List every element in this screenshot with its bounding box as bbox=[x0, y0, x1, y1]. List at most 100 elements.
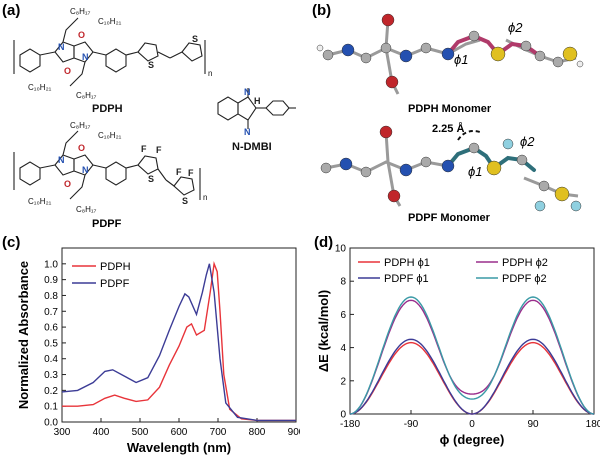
atom-f: F bbox=[156, 145, 162, 155]
y-tick-label: 0.8 bbox=[44, 291, 58, 302]
x-tick-label: -90 bbox=[404, 419, 419, 430]
x-tick-label: -180 bbox=[340, 419, 360, 430]
atom-sphere bbox=[420, 156, 432, 168]
pdph-thiophene-1 bbox=[137, 42, 159, 62]
atom-sphere bbox=[320, 162, 332, 174]
x-axis-label: Wavelength (nm) bbox=[127, 440, 231, 455]
alkyl-chain-label: C₈H₁₇ bbox=[70, 121, 91, 130]
atom-sphere bbox=[339, 157, 353, 171]
atom-o: O bbox=[78, 30, 85, 40]
atom-sphere bbox=[468, 142, 480, 154]
atom-sphere bbox=[441, 47, 455, 61]
atom-f: F bbox=[141, 144, 147, 154]
y-tick-label: 0.5 bbox=[44, 338, 58, 349]
atom-sphere bbox=[399, 49, 413, 63]
atom-s: S bbox=[148, 174, 154, 184]
atom-f: F bbox=[188, 168, 194, 178]
atom-s: S bbox=[182, 196, 188, 206]
legend-label: PDPH bbox=[100, 261, 131, 273]
repeat-subscript: n bbox=[203, 193, 207, 202]
legend-label: PDPF ϕ1 bbox=[384, 273, 429, 285]
y-tick-label: 0.2 bbox=[44, 386, 58, 397]
y-tick-label: 0.4 bbox=[44, 354, 58, 365]
y-tick-label: 0.0 bbox=[44, 418, 58, 429]
atom-n: N bbox=[82, 52, 89, 62]
atom-sphere bbox=[441, 159, 455, 173]
absorbance-chart: 300 400 500 600 700 800 900 0.0 0.1 0.2 0.3 0.4 0.5 0… bbox=[16, 247, 300, 455]
atom-sphere bbox=[538, 180, 550, 192]
x-tick-label: 90 bbox=[527, 419, 539, 430]
y-tick-label: 0.1 bbox=[44, 402, 58, 413]
y-tick-label: 2 bbox=[340, 376, 346, 387]
y-tick-label: 8 bbox=[340, 277, 346, 288]
x-tick-label: 500 bbox=[132, 427, 149, 438]
x-tick-label: 300 bbox=[54, 427, 71, 438]
atom-sphere bbox=[516, 154, 528, 166]
pdpf-phi2-highlight bbox=[492, 155, 536, 172]
atom-sphere bbox=[341, 43, 355, 57]
pdph-phi2-label: ϕ2 bbox=[508, 20, 523, 35]
y-tick-label: 0.9 bbox=[44, 275, 58, 286]
x-tick-label: 400 bbox=[93, 427, 110, 438]
pdpf-thiophene-2 bbox=[173, 176, 195, 196]
pdph-monomer-title: PDPH Monomer bbox=[408, 103, 492, 115]
atom-sphere bbox=[490, 46, 506, 62]
pdpf-structure-label: PDPF bbox=[92, 218, 122, 230]
y-tick-label: 4 bbox=[340, 343, 346, 354]
pdph-structure-label: PDPH bbox=[92, 103, 123, 115]
y-tick-label: 10 bbox=[335, 244, 347, 255]
pdph-pyridine-left bbox=[19, 48, 41, 73]
alkyl-chain-label: C₁₀H₂₁ bbox=[28, 83, 52, 92]
panel-label-d: (d) bbox=[314, 234, 334, 251]
atom-n: N bbox=[244, 127, 251, 137]
plot-frame bbox=[61, 247, 297, 423]
atom-s: S bbox=[148, 60, 154, 70]
atom-sphere bbox=[562, 46, 578, 62]
x-tick-label: 180 bbox=[586, 419, 600, 430]
chemical-structures: N N N N N N O O O O S S S S F F F F H C₈… bbox=[13, 7, 296, 214]
alkyl-chain-label: C₁₀H₂₁ bbox=[98, 131, 122, 140]
y-tick-label: 6 bbox=[340, 310, 346, 321]
legend-label: PDPH ϕ2 bbox=[502, 257, 548, 269]
legend-label: PDPF bbox=[100, 278, 130, 290]
monomer-structures: ϕ1 ϕ2 PDPH Monomer 2.25 Å ϕ1 ϕ2 PDPF Mon… bbox=[316, 13, 584, 224]
atom-sphere bbox=[534, 50, 546, 62]
alkyl-chain-label: C₈H₁₇ bbox=[76, 205, 97, 214]
torsion-curve-0 bbox=[349, 341, 595, 415]
atom-s: S bbox=[192, 34, 198, 44]
ndmbi-phenyl bbox=[265, 100, 290, 116]
atom-sphere bbox=[420, 42, 432, 54]
series-line-pdph bbox=[62, 261, 296, 422]
hf-distance-label: 2.25 Å bbox=[432, 122, 464, 135]
atom-sphere bbox=[387, 189, 401, 203]
y-tick-label: 0.7 bbox=[44, 307, 58, 318]
panel-label-a: (a) bbox=[2, 2, 21, 19]
alkyl-chain-label: C₁₀H₂₁ bbox=[28, 197, 52, 206]
pdph-phi2-highlight bbox=[496, 41, 542, 58]
atom-sphere bbox=[534, 200, 546, 212]
atom-sphere bbox=[381, 13, 395, 27]
y-tick-label: 1.0 bbox=[44, 259, 58, 270]
atom-sphere bbox=[486, 160, 502, 176]
atom-sphere bbox=[570, 200, 582, 212]
atom-sphere bbox=[385, 75, 399, 89]
atom-sphere bbox=[322, 49, 334, 61]
y-tick-label: 0.6 bbox=[44, 323, 58, 334]
torsion-curve-2 bbox=[349, 299, 595, 415]
pdpf-monomer-title: PDPF Monomer bbox=[408, 212, 491, 224]
x-tick-label: 700 bbox=[210, 427, 227, 438]
pdpf-dpp-ring-2 bbox=[73, 154, 94, 176]
atom-sphere bbox=[379, 125, 393, 139]
pdpf-pyridine-right bbox=[105, 161, 127, 186]
repeat-subscript: n bbox=[208, 69, 212, 78]
y-axis-label: ΔE (kcal/mol) bbox=[316, 290, 331, 372]
atom-sphere bbox=[502, 138, 514, 150]
torsion-energy-chart: -180 -90 0 90 180 0 2 4 6 8 10 ϕ (degree) ΔE (kcal/m… bbox=[316, 244, 600, 448]
pdpf-monomer-model bbox=[320, 125, 582, 212]
pdpf-thiophene-1 bbox=[137, 155, 159, 175]
pdph-thiophene-2 bbox=[181, 42, 203, 62]
atom-o: O bbox=[64, 179, 71, 189]
alkyl-chain-label: C₈H₁₇ bbox=[76, 91, 97, 100]
panel-label-b: (b) bbox=[312, 2, 332, 19]
x-tick-label: 600 bbox=[171, 427, 188, 438]
